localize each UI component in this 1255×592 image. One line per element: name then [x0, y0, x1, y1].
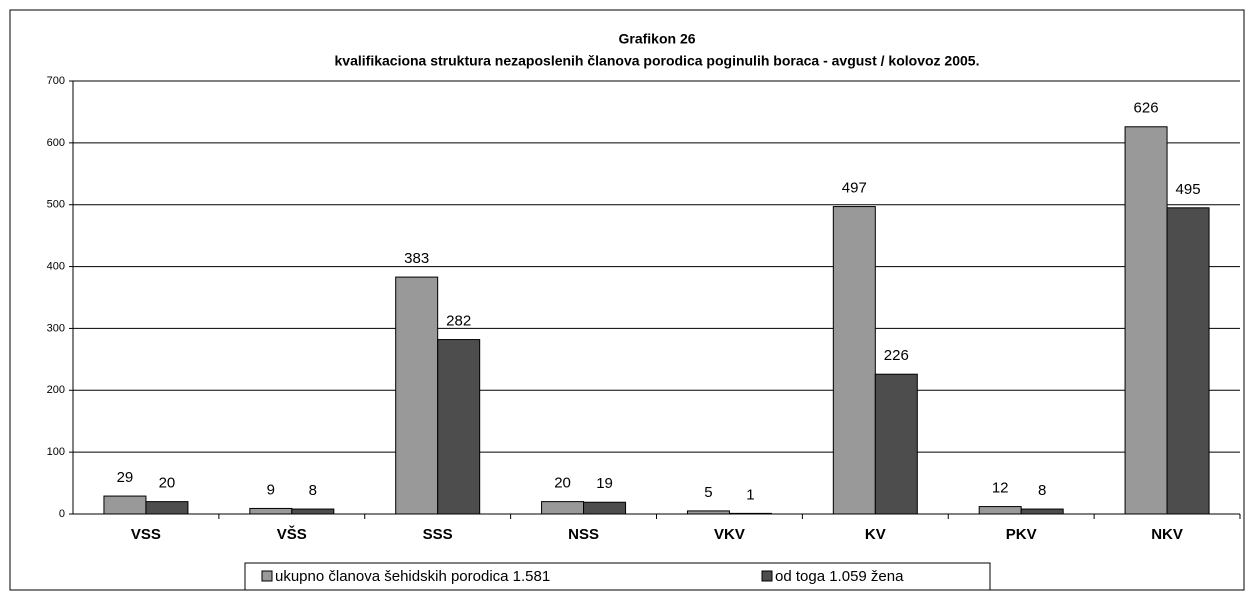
legend-swatch: [261, 570, 273, 582]
value-label: 1: [746, 486, 754, 503]
legend-box: [244, 562, 991, 591]
value-label: 8: [1038, 482, 1046, 499]
bar: [583, 501, 627, 515]
x-tick-label: PKV: [1006, 526, 1037, 543]
value-label: 5: [704, 484, 712, 501]
value-label: 9: [267, 481, 275, 498]
bar: [395, 276, 439, 515]
bar: [291, 508, 335, 515]
bar: [1020, 508, 1064, 515]
bar: [541, 501, 585, 515]
legend-label: od toga 1.059 žena: [775, 568, 904, 585]
y-tick-label: 100: [47, 446, 65, 458]
value-label: 8: [309, 482, 317, 499]
chart-title: Grafikon 26: [618, 31, 695, 47]
y-tick-label: 300: [47, 322, 65, 334]
x-tick-label: SSS: [423, 526, 453, 543]
y-tick-label: 0: [59, 508, 65, 520]
value-label: 282: [446, 313, 471, 330]
value-label: 20: [159, 475, 176, 492]
value-label: 29: [117, 469, 134, 486]
value-label: 497: [842, 180, 867, 197]
bar: [103, 495, 147, 515]
bar: [1124, 126, 1168, 515]
y-tick-label: 600: [47, 137, 65, 149]
chart-border: [9, 9, 1245, 591]
bar: [978, 506, 1022, 515]
x-tick-label: KV: [865, 526, 886, 543]
bar: [249, 507, 293, 515]
value-label: 626: [1134, 100, 1159, 117]
x-tick-label: VSS: [131, 526, 161, 543]
y-tick-label: 700: [47, 75, 65, 87]
chart-subtitle: kvalifikaciona struktura nezaposlenih čl…: [335, 53, 980, 69]
value-label: 383: [404, 250, 429, 267]
value-label: 20: [554, 475, 571, 492]
y-tick-label: 200: [47, 384, 65, 396]
y-tick-label: 400: [47, 260, 65, 272]
bar: [874, 373, 918, 515]
x-tick-label: NKV: [1151, 526, 1183, 543]
x-tick-label: VKV: [714, 526, 745, 543]
legend-swatch: [761, 570, 773, 582]
legend-label: ukupno članova šehidskih porodica 1.581: [275, 568, 550, 585]
y-tick-label: 500: [47, 199, 65, 211]
value-label: 226: [884, 347, 909, 364]
value-label: 19: [596, 475, 613, 492]
bar: [1166, 207, 1210, 515]
x-tick-label: VŠS: [277, 525, 307, 543]
value-label: 12: [992, 480, 1009, 497]
x-tick-label: NSS: [568, 526, 599, 543]
bar: [437, 339, 481, 515]
bar: [832, 206, 876, 515]
value-label: 495: [1176, 181, 1201, 198]
bar: [145, 501, 189, 515]
